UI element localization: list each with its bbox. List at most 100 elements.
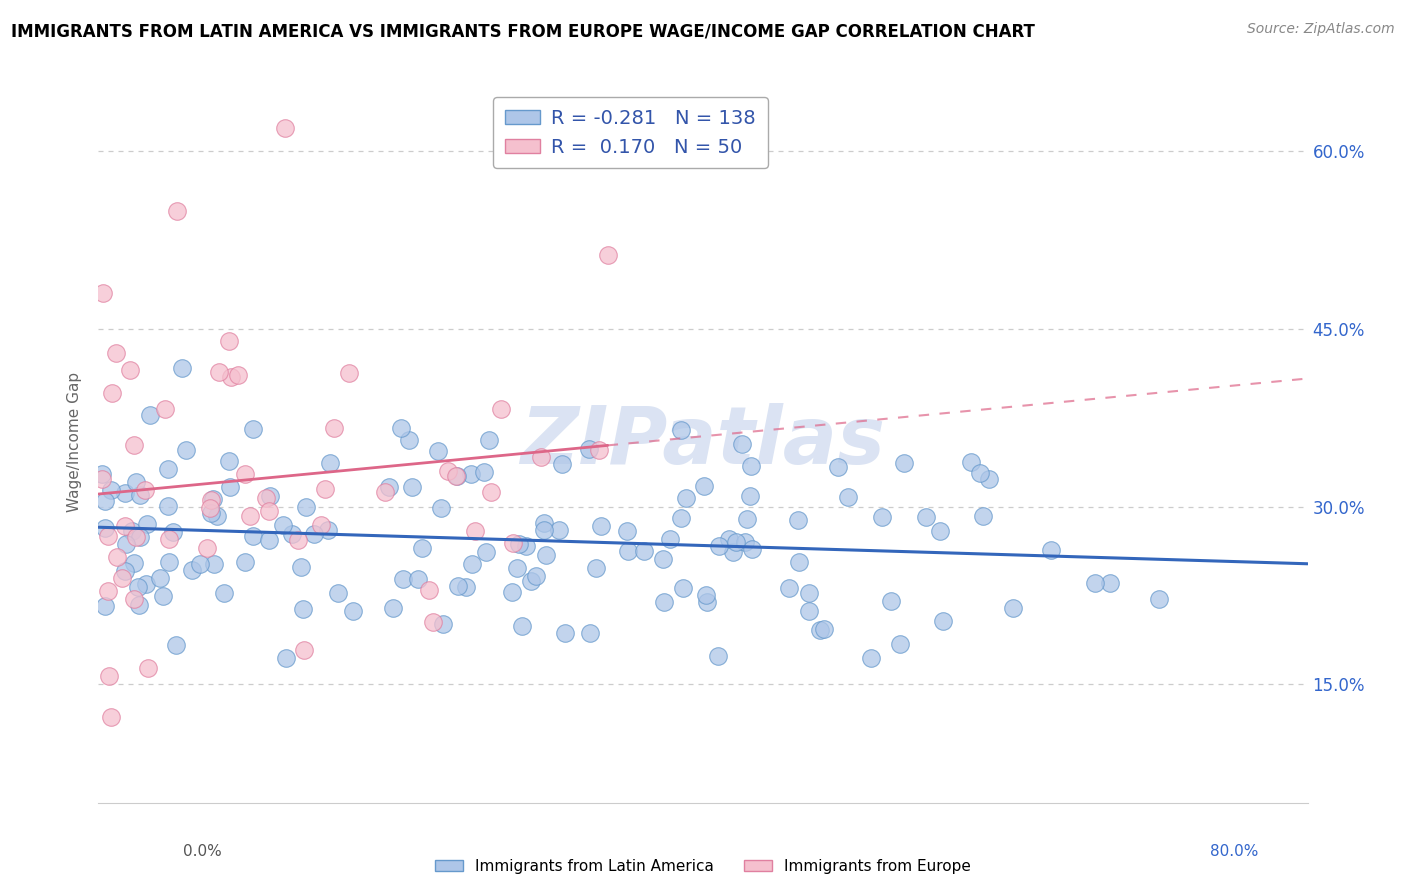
Point [734, 535, 756, 549]
Point [478, 433, 501, 447]
Point [157, 532, 180, 546]
Point [669, 511, 692, 525]
Point [114, 486, 136, 500]
Point [97, 669, 120, 683]
Point [114, 564, 136, 578]
Point [429, 501, 451, 516]
Point [959, 455, 981, 469]
Y-axis label: Wage/Income Gap: Wage/Income Gap [67, 371, 83, 512]
Point [374, 484, 396, 499]
Point [731, 437, 754, 451]
Point [302, 526, 325, 541]
Point [515, 539, 537, 553]
Point [1099, 576, 1122, 591]
Point [120, 362, 142, 376]
Point [292, 643, 315, 657]
Point [309, 518, 332, 533]
Point [787, 555, 810, 569]
Point [735, 512, 758, 526]
Point [233, 467, 256, 481]
Point [226, 368, 249, 382]
Point [188, 557, 211, 571]
Point [254, 491, 277, 505]
Point [929, 524, 952, 539]
Point [589, 519, 612, 533]
Point [316, 523, 339, 537]
Point [200, 492, 222, 507]
Point [259, 489, 281, 503]
Point [724, 534, 747, 549]
Point [444, 469, 467, 483]
Point [382, 601, 405, 615]
Point [174, 442, 197, 457]
Point [654, 595, 676, 609]
Point [271, 518, 294, 533]
Point [205, 508, 228, 523]
Point [172, 361, 194, 376]
Point [398, 434, 420, 448]
Point [460, 467, 482, 481]
Point [837, 490, 859, 504]
Point [616, 544, 638, 558]
Point [508, 537, 530, 551]
Point [588, 443, 610, 458]
Point [418, 583, 440, 598]
Point [707, 648, 730, 663]
Point [579, 626, 602, 640]
Point [337, 366, 360, 380]
Point [578, 442, 600, 456]
Point [391, 421, 413, 435]
Point [401, 480, 423, 494]
Point [596, 248, 619, 262]
Point [740, 459, 762, 474]
Point [200, 506, 222, 520]
Point [378, 479, 401, 493]
Point [287, 533, 309, 548]
Point [547, 523, 569, 537]
Point [675, 491, 697, 505]
Point [97, 529, 120, 543]
Point [319, 456, 342, 470]
Point [198, 500, 221, 515]
Point [889, 637, 911, 651]
Point [799, 585, 821, 599]
Point [585, 560, 607, 574]
Point [322, 421, 344, 435]
Point [219, 370, 242, 384]
Point [502, 536, 524, 550]
Point [1083, 576, 1105, 591]
Point [461, 557, 484, 571]
Point [138, 408, 160, 422]
Point [125, 530, 148, 544]
Point [524, 568, 547, 582]
Point [342, 604, 364, 618]
Point [148, 571, 170, 585]
Point [274, 120, 297, 135]
Point [479, 484, 502, 499]
Text: ZIPatlas: ZIPatlas [520, 402, 886, 481]
Point [533, 524, 555, 538]
Point [93, 493, 115, 508]
Point [616, 524, 638, 539]
Point [808, 623, 831, 637]
Point [741, 542, 763, 557]
Point [121, 524, 143, 538]
Point [259, 533, 281, 548]
Point [291, 602, 314, 616]
Point [554, 626, 576, 640]
Point [723, 545, 745, 559]
Point [447, 579, 470, 593]
Point [135, 577, 157, 591]
Point [127, 580, 149, 594]
Point [872, 509, 894, 524]
Point [672, 581, 695, 595]
Point [129, 530, 152, 544]
Point [786, 513, 808, 527]
Point [454, 580, 477, 594]
Point [474, 544, 496, 558]
Point [827, 460, 849, 475]
Point [114, 519, 136, 533]
Point [472, 465, 495, 479]
Point [972, 509, 994, 524]
Point [97, 583, 120, 598]
